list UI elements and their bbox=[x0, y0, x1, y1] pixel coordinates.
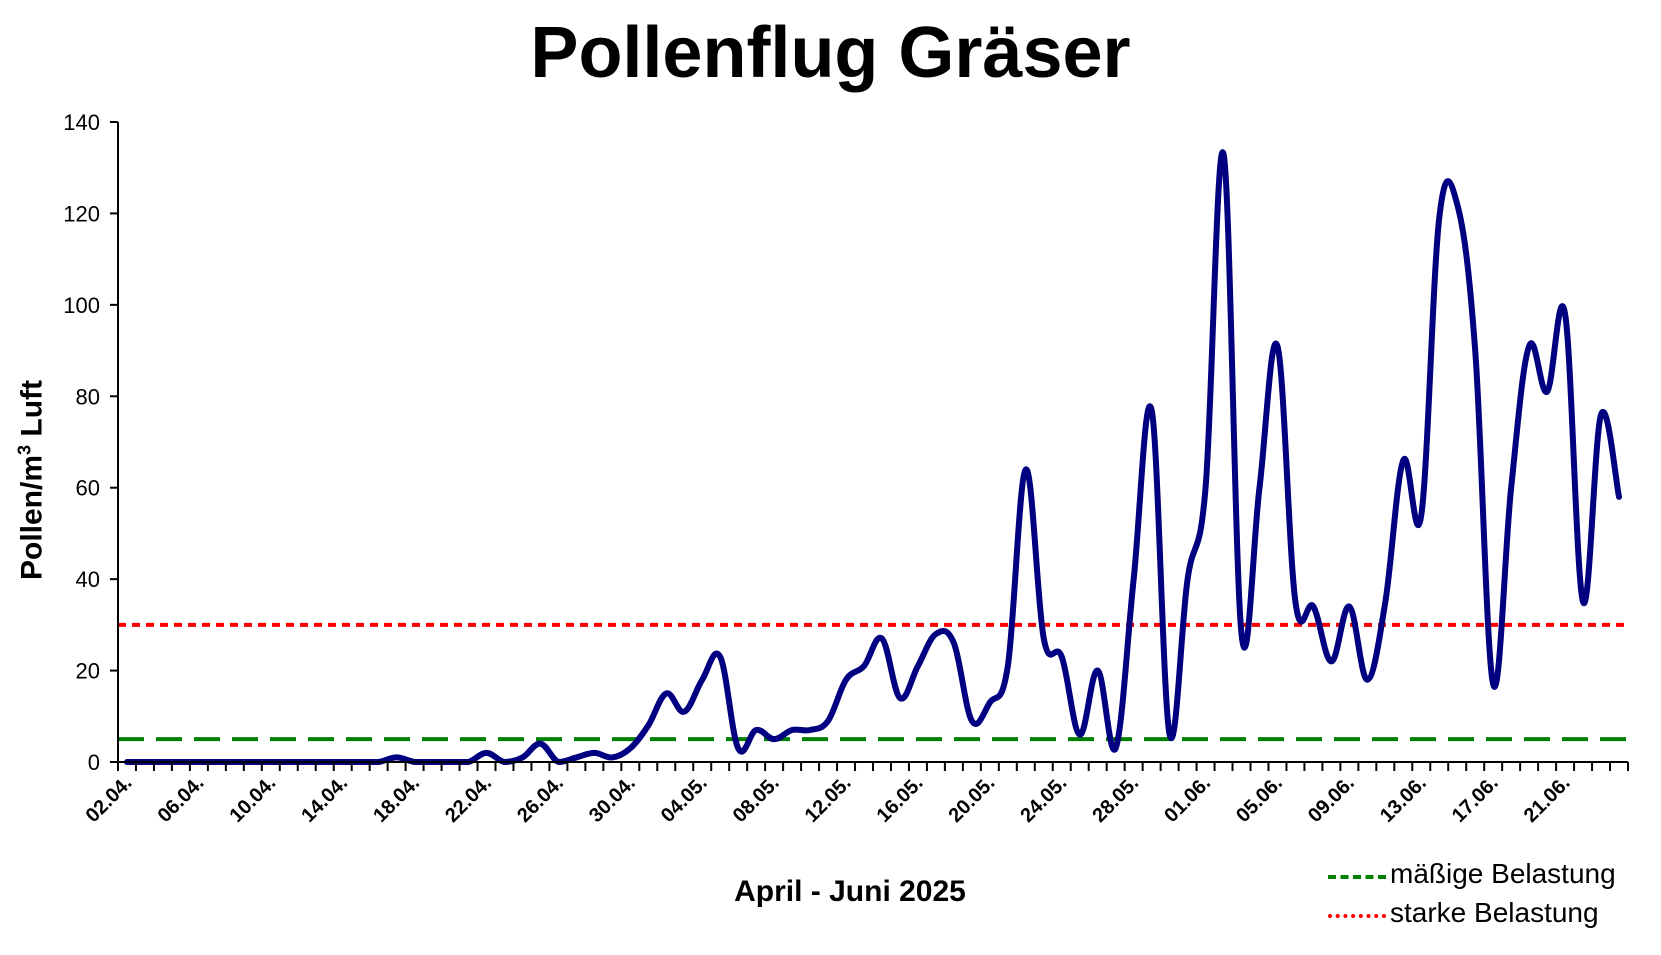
x-tick-label: 02.04. bbox=[82, 772, 137, 827]
x-tick-label: 18.04. bbox=[369, 772, 424, 827]
y-tick-label: 60 bbox=[76, 476, 100, 501]
x-tick-label: 05.06. bbox=[1232, 772, 1287, 827]
x-tick-label: 17.06. bbox=[1448, 772, 1503, 827]
chart-title: Pollenflug Gräser bbox=[530, 13, 1131, 93]
x-tick-label: 13.06. bbox=[1376, 772, 1431, 827]
x-tick-label: 28.05. bbox=[1088, 772, 1143, 827]
legend-swatch-moderate bbox=[1328, 875, 1386, 879]
x-tick-label: 01.06. bbox=[1160, 772, 1215, 827]
y-tick-label: 0 bbox=[88, 750, 100, 775]
x-tick-label: 10.04. bbox=[225, 772, 280, 827]
y-tick-label: 40 bbox=[76, 567, 100, 592]
x-tick-label: 08.05. bbox=[729, 772, 784, 827]
x-tick-label: 06.04. bbox=[154, 772, 209, 827]
x-tick-label: 04.05. bbox=[657, 772, 712, 827]
y-tick-label: 20 bbox=[76, 659, 100, 684]
reference-lines bbox=[118, 622, 1628, 742]
x-tick-label: 21.06. bbox=[1520, 772, 1575, 827]
x-axis-label: April - Juni 2025 bbox=[734, 875, 966, 908]
axes: 0 20 40 60 80 100 120 140 02.04. 06.04. 10.04. 14.0… bbox=[63, 110, 1629, 827]
y-tick-label: 120 bbox=[63, 201, 100, 226]
legend-swatch-strong bbox=[1328, 914, 1386, 918]
y-tick-label: 80 bbox=[76, 384, 100, 409]
x-tick-label: 24.05. bbox=[1016, 772, 1071, 827]
x-tick-label: 30.04. bbox=[585, 772, 640, 827]
y-tick-label: 100 bbox=[63, 293, 100, 318]
x-tick-label: 26.04. bbox=[513, 772, 568, 827]
series-line-graeser bbox=[123, 149, 1623, 765]
legend-label-strong: starke Belastung bbox=[1390, 897, 1599, 928]
y-axis-label: Pollen/m3 Luft bbox=[14, 379, 49, 581]
series-layer bbox=[123, 149, 1623, 765]
x-tick-label: 22.04. bbox=[441, 772, 496, 827]
x-tick-label: 16.05. bbox=[873, 772, 928, 827]
x-tick-label: 12.05. bbox=[801, 772, 856, 827]
x-tick-label: 14.04. bbox=[297, 772, 352, 827]
legend-label-moderate: mäßige Belastung bbox=[1390, 858, 1616, 889]
y-tick-label: 140 bbox=[63, 110, 100, 135]
x-tick-label: 09.06. bbox=[1304, 772, 1359, 827]
x-tick-label: 20.05. bbox=[945, 772, 1000, 827]
